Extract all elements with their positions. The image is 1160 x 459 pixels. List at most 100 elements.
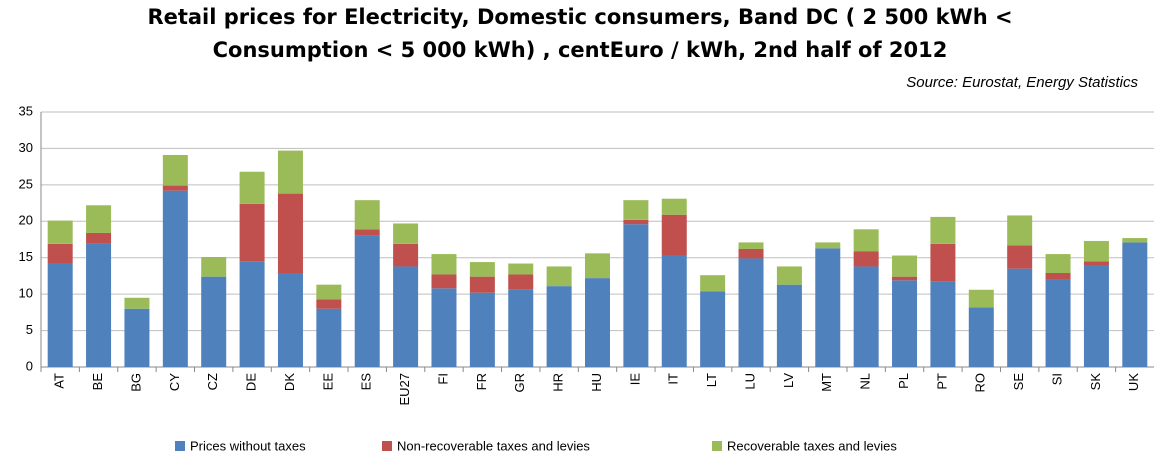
bar-segment bbox=[623, 200, 649, 220]
x-tick-label: UK bbox=[1126, 373, 1141, 391]
x-tick-label: FR bbox=[474, 373, 489, 390]
x-tick-label: EU27 bbox=[397, 373, 412, 406]
bar-segment bbox=[1007, 215, 1033, 246]
bar-segment bbox=[47, 220, 73, 244]
bar-segment bbox=[239, 261, 265, 367]
bar-segment bbox=[968, 289, 994, 308]
bar-segment bbox=[1007, 268, 1033, 367]
bar-segment bbox=[86, 243, 112, 367]
bar-segment bbox=[277, 193, 303, 274]
bar-segment bbox=[1045, 279, 1071, 367]
legend-label: Recoverable taxes and levies bbox=[727, 438, 897, 453]
bar-segment bbox=[661, 198, 687, 215]
x-tick-label: ES bbox=[359, 373, 374, 391]
bar-segment bbox=[239, 203, 265, 262]
bar-segment bbox=[354, 200, 380, 230]
bar-segment bbox=[853, 229, 879, 252]
x-tick-label: CZ bbox=[205, 373, 220, 390]
bar-segment bbox=[776, 266, 802, 285]
bar-segment bbox=[623, 219, 649, 225]
bar-segment bbox=[277, 273, 303, 367]
bar-segment bbox=[469, 276, 495, 293]
legend-label: Non-recoverable taxes and levies bbox=[397, 438, 590, 453]
y-tick-label: 25 bbox=[19, 176, 33, 191]
x-tick-label: EE bbox=[320, 373, 335, 391]
y-tick-label: 20 bbox=[19, 213, 33, 228]
bar-segment bbox=[930, 281, 956, 367]
bar-segment bbox=[700, 291, 726, 367]
bar-segment bbox=[968, 307, 994, 367]
bar-segment bbox=[815, 242, 841, 249]
x-tick-label: IE bbox=[627, 373, 642, 386]
x-tick-label: FI bbox=[435, 373, 450, 385]
bar-segment bbox=[546, 266, 572, 287]
bar-segment bbox=[316, 299, 342, 309]
bar-segment bbox=[585, 278, 610, 367]
bar-segment bbox=[239, 171, 265, 204]
bar-segment bbox=[469, 262, 495, 277]
bar-segment bbox=[393, 266, 419, 367]
bar-segment bbox=[815, 248, 841, 367]
bar-segment bbox=[853, 251, 879, 267]
bar-segment bbox=[1122, 242, 1148, 367]
bar-segment bbox=[930, 243, 956, 282]
x-tick-label: CY bbox=[167, 373, 182, 391]
x-tick-label: SI bbox=[1049, 373, 1064, 385]
bar-segment bbox=[201, 276, 227, 367]
bar-segment bbox=[162, 190, 188, 367]
bar-segment bbox=[1007, 245, 1033, 269]
legend-swatch bbox=[175, 441, 185, 451]
bar-segment bbox=[277, 150, 303, 194]
bar-segment bbox=[47, 263, 73, 367]
bar-segment bbox=[738, 258, 764, 367]
x-tick-label: GR bbox=[512, 373, 527, 393]
x-tick-label: SK bbox=[1088, 373, 1103, 391]
y-tick-label: 5 bbox=[26, 322, 33, 337]
bar-segment bbox=[1083, 265, 1109, 367]
legend-swatch bbox=[382, 441, 392, 451]
legend-swatch bbox=[712, 441, 722, 451]
x-tick-label: LT bbox=[704, 373, 719, 387]
legend-label: Prices without taxes bbox=[190, 438, 306, 453]
bar-segment bbox=[316, 308, 342, 367]
x-tick-label: NL bbox=[858, 373, 873, 390]
x-tick-label: SE bbox=[1011, 373, 1026, 391]
bar-segment bbox=[354, 229, 380, 236]
x-tick-label: LV bbox=[781, 373, 796, 388]
x-tick-label: AT bbox=[52, 373, 67, 389]
bar-segment bbox=[124, 308, 150, 367]
chart-title-line: Consumption < 5 000 kWh) , centEuro / kW… bbox=[213, 38, 948, 62]
x-tick-label: BG bbox=[128, 373, 143, 392]
bar-segment bbox=[700, 275, 726, 292]
bar-segment bbox=[546, 286, 572, 367]
bar-segment bbox=[892, 255, 918, 277]
bar-segment bbox=[201, 256, 227, 277]
bar-segment bbox=[508, 263, 534, 275]
bar-segment bbox=[47, 243, 73, 264]
x-tick-label: BE bbox=[90, 373, 105, 391]
x-tick-label: HR bbox=[551, 373, 566, 392]
bar-segment bbox=[316, 284, 342, 300]
bar-segment bbox=[1045, 254, 1071, 274]
bar-segment bbox=[431, 274, 457, 289]
x-tick-label: MT bbox=[819, 373, 834, 392]
bar-segment bbox=[354, 235, 380, 367]
bar-segment bbox=[623, 224, 649, 367]
chart-title-line: Retail prices for Electricity, Domestic … bbox=[147, 5, 1012, 29]
bar-segment bbox=[162, 154, 188, 186]
bar-segment bbox=[1083, 261, 1109, 265]
bar-segment bbox=[661, 255, 687, 367]
x-tick-label: PT bbox=[934, 373, 949, 390]
y-tick-label: 0 bbox=[26, 358, 33, 373]
bar-segment bbox=[162, 185, 188, 191]
bar-segment bbox=[853, 266, 879, 367]
bar-segment bbox=[508, 274, 534, 290]
x-tick-label: DE bbox=[244, 373, 259, 391]
x-tick-label: LU bbox=[742, 373, 757, 390]
x-tick-label: PL bbox=[896, 373, 911, 389]
bar-segment bbox=[776, 284, 802, 367]
bar-segment bbox=[1083, 240, 1109, 262]
bar-segment bbox=[469, 292, 495, 367]
bar-segment bbox=[86, 232, 112, 244]
